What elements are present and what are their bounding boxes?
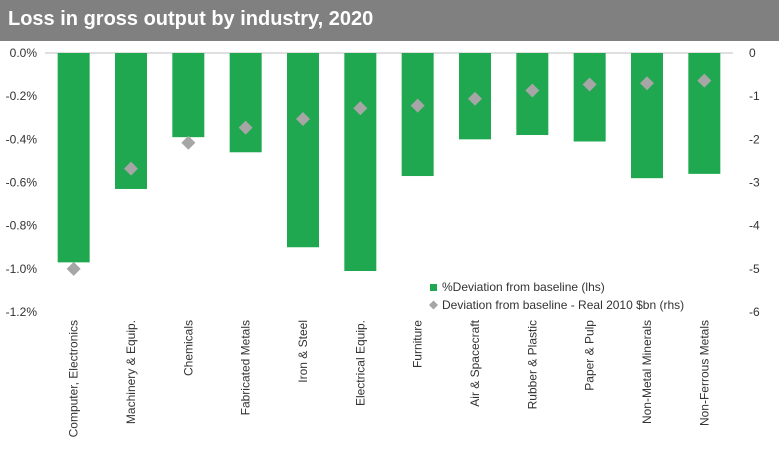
- left-tick-label: -0.2%: [6, 89, 38, 103]
- category-label: Non-Ferrous Metals: [697, 320, 711, 426]
- right-tick-label: -4: [749, 219, 760, 233]
- legend-swatch-point: [429, 300, 438, 310]
- bar: [172, 53, 205, 138]
- category-label: Air & Spacecraft: [468, 319, 482, 406]
- legend-swatch-bar: [430, 284, 437, 291]
- point: [181, 135, 196, 150]
- category-label: Fabricated Metals: [239, 320, 253, 415]
- category-label: Rubber & Plastic: [525, 320, 539, 409]
- bar: [229, 53, 262, 153]
- legend-label: %Deviation from baseline (lhs): [442, 280, 605, 294]
- point: [468, 91, 482, 106]
- bar: [573, 53, 606, 142]
- left-tick-label: -0.6%: [6, 176, 38, 190]
- left-tick-label: -1.2%: [6, 305, 38, 319]
- left-tick-label: -0.4%: [6, 132, 38, 146]
- point: [582, 77, 597, 92]
- point: [296, 112, 310, 127]
- left-tick-label: -0.8%: [6, 219, 38, 233]
- category-label: Paper & Pulp: [583, 320, 597, 391]
- right-tick-label: 0: [749, 46, 756, 60]
- point: [525, 83, 540, 98]
- point: [353, 101, 368, 116]
- left-tick-label: 0.0%: [10, 46, 38, 60]
- category-label: Computer, Electronics: [67, 320, 81, 437]
- markers: [66, 73, 712, 276]
- bar: [344, 53, 377, 271]
- point: [697, 73, 712, 88]
- chart-title: Loss in gross output by industry, 2020: [8, 8, 374, 30]
- point: [124, 161, 138, 176]
- right-tick-label: -3: [749, 176, 760, 190]
- point: [410, 98, 425, 113]
- legend: %Deviation from baseline (lhs) Deviation …: [429, 280, 684, 312]
- point: [640, 76, 654, 91]
- point: [66, 261, 81, 276]
- right-tick-label: -1: [749, 89, 760, 103]
- legend-label: Deviation from baseline - Real 2010 $bn …: [442, 298, 684, 312]
- right-tick-label: -2: [749, 132, 760, 146]
- bar: [401, 53, 434, 177]
- category-label: Iron & Steel: [296, 320, 310, 383]
- point: [238, 120, 253, 135]
- right-tick-label: -6: [749, 305, 760, 319]
- bar: [688, 53, 721, 174]
- category-label: Non-Metal Minerals: [640, 320, 654, 424]
- title-bar: Loss in gross output by industry, 2020: [0, 0, 779, 41]
- category-label: Chemicals: [181, 320, 195, 376]
- axes: 0.0% -0.2% -0.4% -0.6% -0.8% -1.0% -1.2% 0 -1 -2 -…: [6, 46, 760, 437]
- bar: [287, 53, 319, 248]
- bar: [57, 53, 90, 263]
- category-label: Furniture: [411, 320, 425, 368]
- left-tick-label: -1.0%: [6, 262, 38, 276]
- bar: [631, 53, 663, 179]
- right-tick-label: -5: [749, 262, 760, 276]
- bars: [57, 53, 721, 271]
- category-label: Electrical Equip.: [353, 320, 367, 406]
- category-label: Machinery & Equip.: [124, 320, 138, 424]
